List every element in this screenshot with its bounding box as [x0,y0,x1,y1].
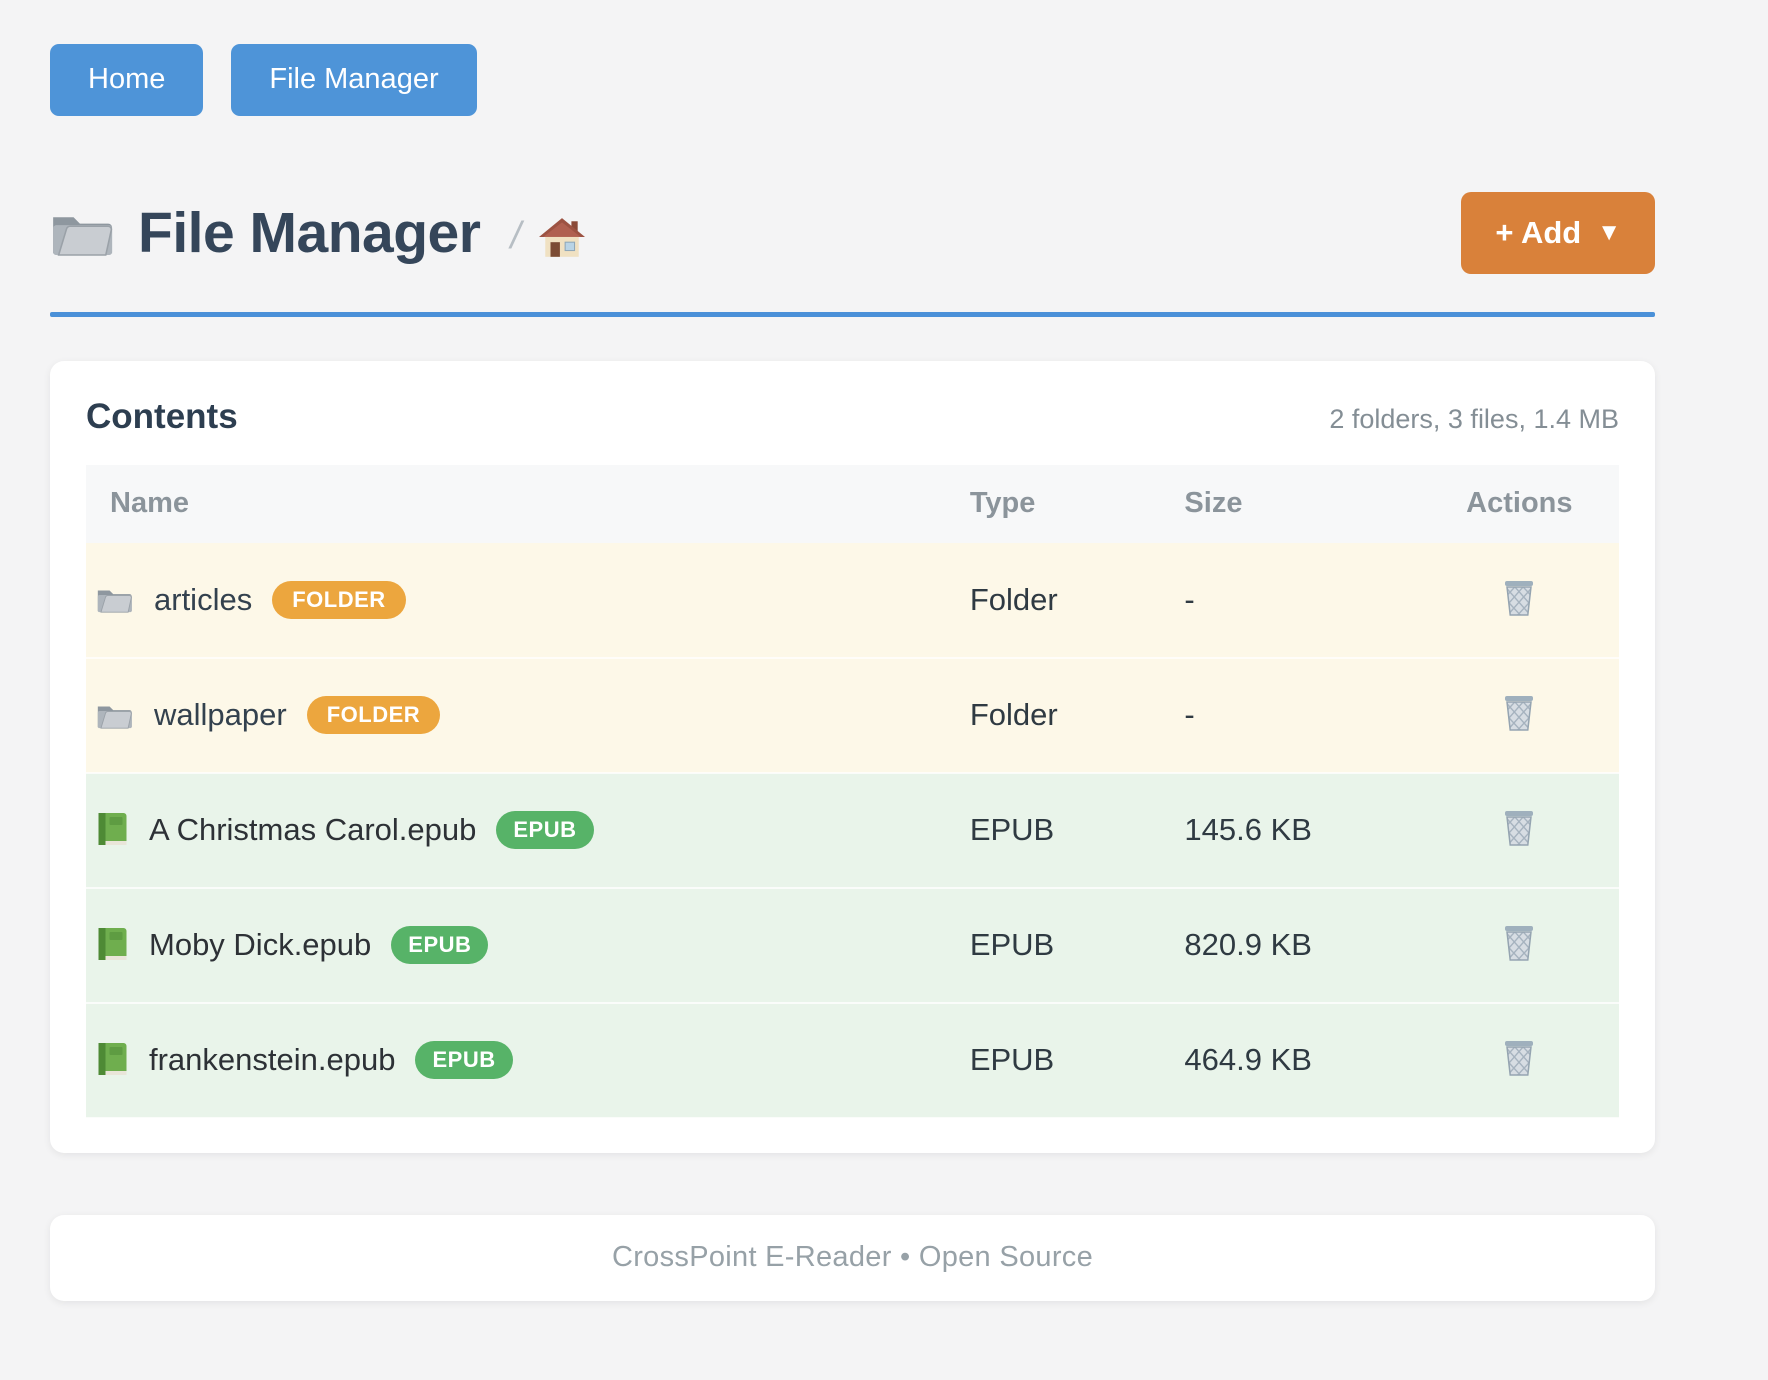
book-icon [98,813,127,846]
table-header-row: Name Type Size Actions [86,464,1619,543]
trash-icon [1501,1037,1537,1079]
add-button-label: + Add [1495,214,1582,250]
trash-icon [1501,807,1537,849]
folder-icon [97,590,133,614]
footer-text: CrossPoint E-Reader • Open Source [611,1241,1094,1274]
delete-button[interactable] [1497,573,1541,623]
column-header-name: Name [86,464,960,543]
delete-button[interactable] [1497,688,1541,738]
type-badge: FOLDER [306,696,441,735]
file-link[interactable]: articles FOLDER [96,580,950,619]
table-row: Moby Dick.epub EPUB EPUB 820.9 KB [86,887,1619,1004]
title-group: File Manager / [50,200,585,266]
table-row: articles FOLDER Folder - [86,542,1619,659]
table-row: A Christmas Carol.epub EPUB EPUB 145.6 K… [86,772,1619,889]
file-size: - [1174,657,1420,774]
top-nav: Home File Manager [50,0,1655,116]
file-size: 464.9 KB [1174,1002,1420,1119]
book-icon [98,1043,127,1076]
header-divider [50,311,1655,317]
table-row: frankenstein.epub EPUB EPUB 464.9 KB [86,1002,1619,1119]
file-name: wallpaper [154,697,287,733]
delete-button[interactable] [1497,803,1541,853]
file-link[interactable]: Moby Dick.epub EPUB [96,926,950,965]
page-header: File Manager / + Add ▼ [50,191,1655,274]
table-row: wallpaper FOLDER Folder - [86,657,1619,774]
file-link[interactable]: wallpaper FOLDER [96,696,950,735]
contents-summary: 2 folders, 3 files, 1.4 MB [1329,403,1619,434]
type-badge: EPUB [391,926,489,965]
trash-icon [1501,692,1537,734]
file-manager-page: Home File Manager File Manager / + Add ▼… [50,0,1655,1301]
type-badge: EPUB [496,811,594,850]
contents-card: Contents 2 folders, 3 files, 1.4 MB Name… [50,360,1655,1153]
file-type: EPUB [959,772,1175,889]
file-type: Folder [959,542,1175,659]
files-table: Name Type Size Actions articles FOLDER F… [86,464,1619,1119]
file-name: frankenstein.epub [149,1042,396,1078]
file-size: - [1174,542,1420,659]
page-title: File Manager [138,200,481,265]
column-header-actions: Actions [1419,464,1619,543]
file-link[interactable]: frankenstein.epub EPUB [96,1041,950,1080]
folder-icon [52,216,113,256]
breadcrumb-separator: / [510,215,521,258]
book-icon [98,928,127,961]
delete-button[interactable] [1497,1033,1541,1083]
file-type: Folder [959,657,1175,774]
contents-card-header: Contents 2 folders, 3 files, 1.4 MB [86,397,1619,437]
nav-file-manager-button[interactable]: File Manager [231,44,477,116]
file-type: EPUB [959,887,1175,1004]
file-type: EPUB [959,1002,1175,1119]
file-link[interactable]: A Christmas Carol.epub EPUB [96,811,950,850]
delete-button[interactable] [1497,918,1541,968]
contents-title: Contents [86,396,238,436]
column-header-type: Type [959,464,1175,543]
file-size: 145.6 KB [1174,772,1420,889]
type-badge: FOLDER [272,580,406,619]
file-name: A Christmas Carol.epub [149,812,477,848]
file-name: Moby Dick.epub [149,927,372,963]
house-icon[interactable] [539,217,585,259]
folder-icon [97,705,133,729]
footer: CrossPoint E-Reader • Open Source [50,1214,1655,1301]
file-name: articles [154,581,253,617]
file-size: 820.9 KB [1174,887,1420,1004]
nav-home-button[interactable]: Home [50,44,204,116]
type-badge: EPUB [415,1041,513,1080]
add-button[interactable]: + Add ▼ [1461,191,1655,274]
column-header-size: Size [1174,464,1420,543]
trash-icon [1501,577,1537,619]
chevron-down-icon: ▼ [1597,218,1621,246]
trash-icon [1501,922,1537,964]
